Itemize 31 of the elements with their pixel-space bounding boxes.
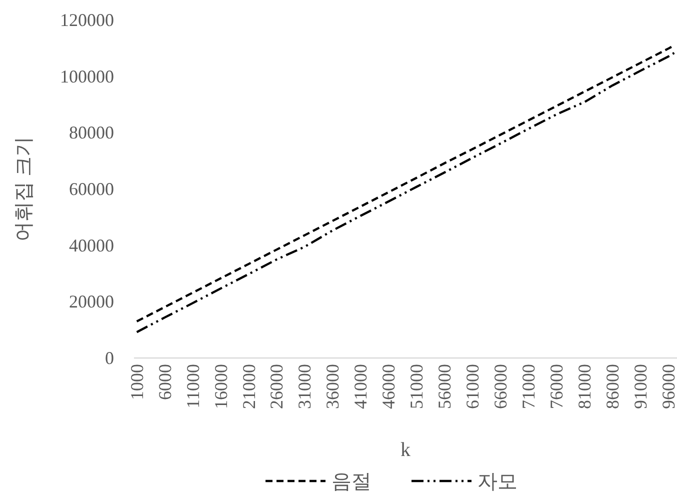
x-tick-label: 6000 (154, 364, 175, 400)
y-tick-label: 20000 (69, 292, 114, 312)
x-tick-label: 96000 (658, 364, 677, 409)
y-tick-label: 80000 (69, 122, 114, 143)
x-axis-title: k (400, 439, 410, 461)
x-tick-label: 91000 (630, 364, 651, 409)
x-tick-label: 31000 (294, 364, 315, 409)
x-tick-label: 21000 (238, 364, 259, 409)
y-axis-title: 어휘집 크기 (13, 136, 35, 242)
y-tick-label: 120000 (60, 10, 114, 30)
x-tick-label: 11000 (182, 364, 203, 408)
y-tick-label: 40000 (69, 235, 114, 256)
x-tick-label: 56000 (434, 364, 455, 409)
x-tick-label: 1000 (126, 364, 147, 400)
x-tick-label: 71000 (518, 364, 539, 409)
x-tick-label: 36000 (322, 364, 343, 409)
y-tick-label: 60000 (69, 179, 114, 199)
y-tick-label: 100000 (60, 66, 114, 86)
x-tick-label: 86000 (602, 364, 623, 409)
x-tick-label: 81000 (574, 364, 595, 409)
x-tick-label: 41000 (350, 364, 371, 409)
x-tick-label: 76000 (546, 364, 567, 409)
x-tick-label: 26000 (266, 364, 287, 409)
legend-label: 음절 (332, 471, 372, 493)
x-tick-label: 51000 (406, 364, 427, 409)
y-tick-label: 0 (105, 348, 114, 368)
x-tick-label: 66000 (490, 364, 511, 409)
x-tick-label: 61000 (462, 364, 483, 409)
x-tick-label: 46000 (378, 364, 399, 409)
x-tick-label: 16000 (210, 364, 231, 409)
legend-label: 자모 (478, 471, 518, 493)
